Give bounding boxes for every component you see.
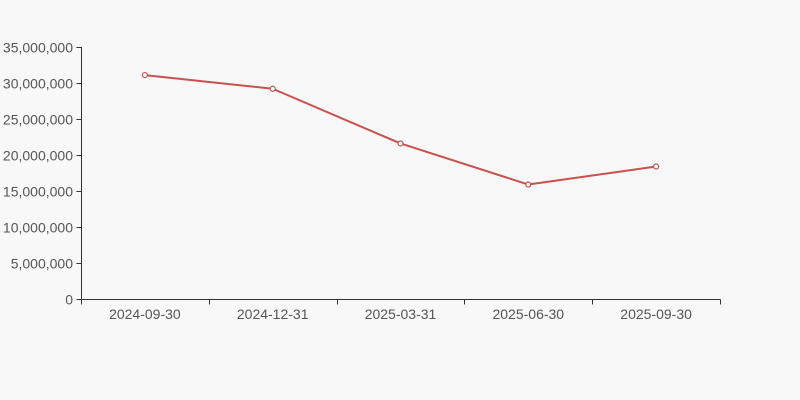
y-tick-label: 0 bbox=[65, 292, 73, 308]
y-tick-label: 30,000,000 bbox=[3, 76, 73, 92]
y-tick-label: 10,000,000 bbox=[3, 220, 73, 236]
y-tick-label: 25,000,000 bbox=[3, 112, 73, 128]
y-tick-label: 15,000,000 bbox=[3, 184, 73, 200]
x-tick-label: 2025-03-31 bbox=[365, 306, 437, 322]
y-tick-label: 20,000,000 bbox=[3, 148, 73, 164]
axes bbox=[76, 47, 721, 305]
x-tick-label: 2025-09-30 bbox=[620, 306, 692, 322]
data-point[interactable] bbox=[525, 181, 532, 188]
data-point[interactable] bbox=[652, 163, 660, 170]
data-point[interactable] bbox=[397, 140, 404, 147]
x-tick-label: 2025-06-30 bbox=[492, 306, 564, 322]
y-tick-label: 35,000,000 bbox=[3, 40, 73, 56]
x-tick-label: 2024-12-31 bbox=[237, 306, 309, 322]
x-tick-label: 2024-09-30 bbox=[109, 306, 181, 322]
data-point[interactable] bbox=[141, 71, 148, 79]
data-point[interactable] bbox=[269, 85, 276, 92]
y-tick-label: 5,000,000 bbox=[11, 256, 73, 272]
